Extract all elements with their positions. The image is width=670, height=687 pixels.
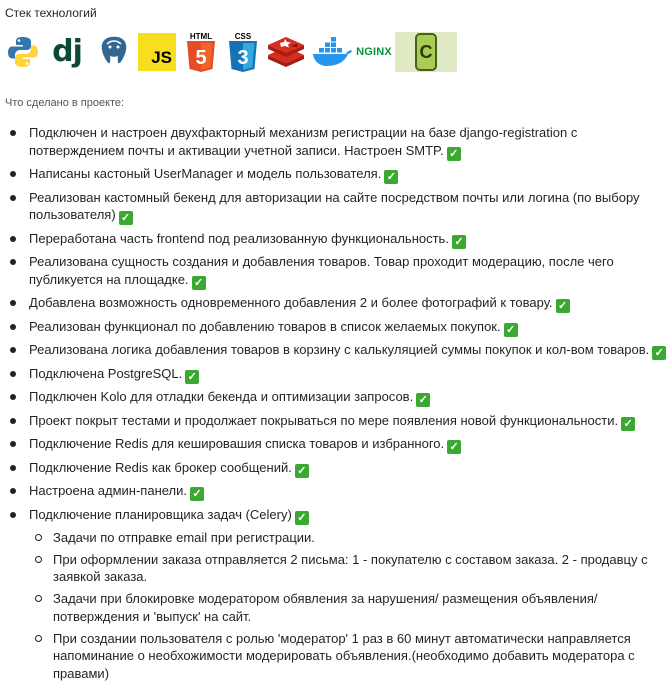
redis-icon (265, 31, 307, 73)
list-item-text: Настроена админ-панели. (29, 483, 188, 498)
list-item-text: Подключена PostgreSQL. (29, 365, 183, 381)
css3-icon-digit: 3 (237, 47, 248, 69)
sub-list-item: Задачи при блокировке модератором обявле… (29, 590, 670, 625)
sub-list-item: При создании пользователя с ролью 'модер… (29, 630, 670, 683)
list-item-text: Подключение планировщика задач (Celery) (29, 506, 292, 522)
list-item-text: Подключение Redis для кешировашия списка… (29, 436, 445, 451)
check-mark-icon: ✓ (652, 346, 667, 360)
list-item-text: Переработана часть frontend под реализов… (29, 230, 449, 246)
list-item: Подключен Kolo для отладки бекенда и опт… (0, 388, 670, 407)
docker-icon (311, 31, 355, 73)
check-mark-icon: ✓ (185, 369, 200, 384)
list-item: Написаны кастоный UserManager и модель п… (0, 165, 670, 184)
check-mark-icon: ✓ (621, 416, 636, 431)
javascript-icon-label: JS (151, 48, 172, 67)
list-item: Реализована сущность создания и добавлен… (0, 253, 670, 290)
nginx-icon: NGINX (352, 31, 396, 73)
check-mark-icon: ✓ (294, 463, 309, 478)
html5-icon-digit: 5 (195, 47, 206, 69)
list-item: Подключена PostgreSQL. ✓ (0, 365, 670, 384)
list-item: Настроена админ-панели. ✓ (0, 482, 670, 501)
django-icon-label: dj (52, 34, 83, 69)
list-item-text: Написаны кастоный UserManager и модель п… (29, 166, 382, 181)
list-item-text: Реализован функционал по добавлению това… (29, 318, 501, 334)
celery-icon: C (395, 31, 457, 73)
list-item: Добавлена возможность одновременного доб… (0, 294, 670, 313)
html5-icon: HTML 5 (181, 31, 221, 73)
list-item: Реализован функционал по добавлению това… (0, 318, 670, 337)
celery-icon-label: C (419, 41, 433, 62)
css3-icon: CSS 3 (223, 31, 263, 73)
list-item-text: Реализован кастомный бекенд для авториза… (29, 189, 640, 223)
check-mark-icon: ✓ (503, 322, 518, 337)
check-mark-icon: ✓ (384, 170, 399, 184)
list-item: Реализована логика добавления товаров в … (0, 341, 670, 360)
check-mark-icon: ✓ (451, 234, 466, 249)
list-item: Подключение Redis для кешировашия списка… (0, 435, 670, 454)
check-mark-icon: ✓ (118, 211, 133, 225)
list-item: Проект покрыт тестами и продолжает покры… (0, 412, 670, 431)
nginx-icon-label: NGINX (356, 46, 392, 58)
check-mark-icon: ✓ (447, 440, 462, 454)
django-icon: dj (48, 31, 86, 73)
html5-icon-label: HTML (190, 32, 212, 41)
list-item: Подключен и настроен двухфакторный механ… (0, 124, 670, 161)
list-item-text: Реализована логика добавления товаров в … (29, 342, 650, 357)
sub-list-item: При оформлении заказа отправляется 2 пис… (29, 551, 670, 586)
css3-icon-label: CSS (235, 32, 252, 41)
check-mark-icon: ✓ (555, 299, 570, 313)
check-mark-icon: ✓ (191, 275, 206, 290)
sub-list-item: Задачи по отправке email при регистрации… (29, 529, 670, 547)
list-item: Подключение планировщика задач (Celery) ✓… (0, 506, 670, 683)
check-mark-icon: ✓ (190, 487, 205, 501)
list-item-text: Подключение Redis как брокер сообщений. (29, 459, 292, 475)
feature-list: Подключен и настроен двухфакторный механ… (0, 124, 670, 687)
check-mark-icon: ✓ (416, 393, 431, 407)
sub-list: Задачи по отправке email при регистрации… (29, 529, 670, 683)
stack-title: Стек технологий (5, 6, 97, 20)
list-item-text: Подключен Kolo для отладки бекенда и опт… (29, 389, 414, 404)
list-item-text: Добавлена возможность одновременного доб… (29, 295, 553, 310)
javascript-icon: JS (137, 31, 177, 73)
python-icon (5, 31, 41, 73)
list-item-text: Проект покрыт тестами и продолжает покры… (29, 412, 619, 428)
list-item-text: Реализована сущность создания и добавлен… (29, 254, 614, 287)
check-mark-icon: ✓ (446, 146, 461, 161)
section-title: Что сделано в проекте: (5, 97, 125, 109)
postgresql-icon (93, 31, 135, 73)
list-item: Переработана часть frontend под реализов… (0, 230, 670, 249)
list-item-text: Подключен и настроен двухфакторный механ… (29, 125, 578, 158)
list-item: Подключение Redis как брокер сообщений. ✓ (0, 459, 670, 478)
check-mark-icon: ✓ (294, 510, 309, 525)
list-item: Реализован кастомный бекенд для авториза… (0, 189, 670, 225)
